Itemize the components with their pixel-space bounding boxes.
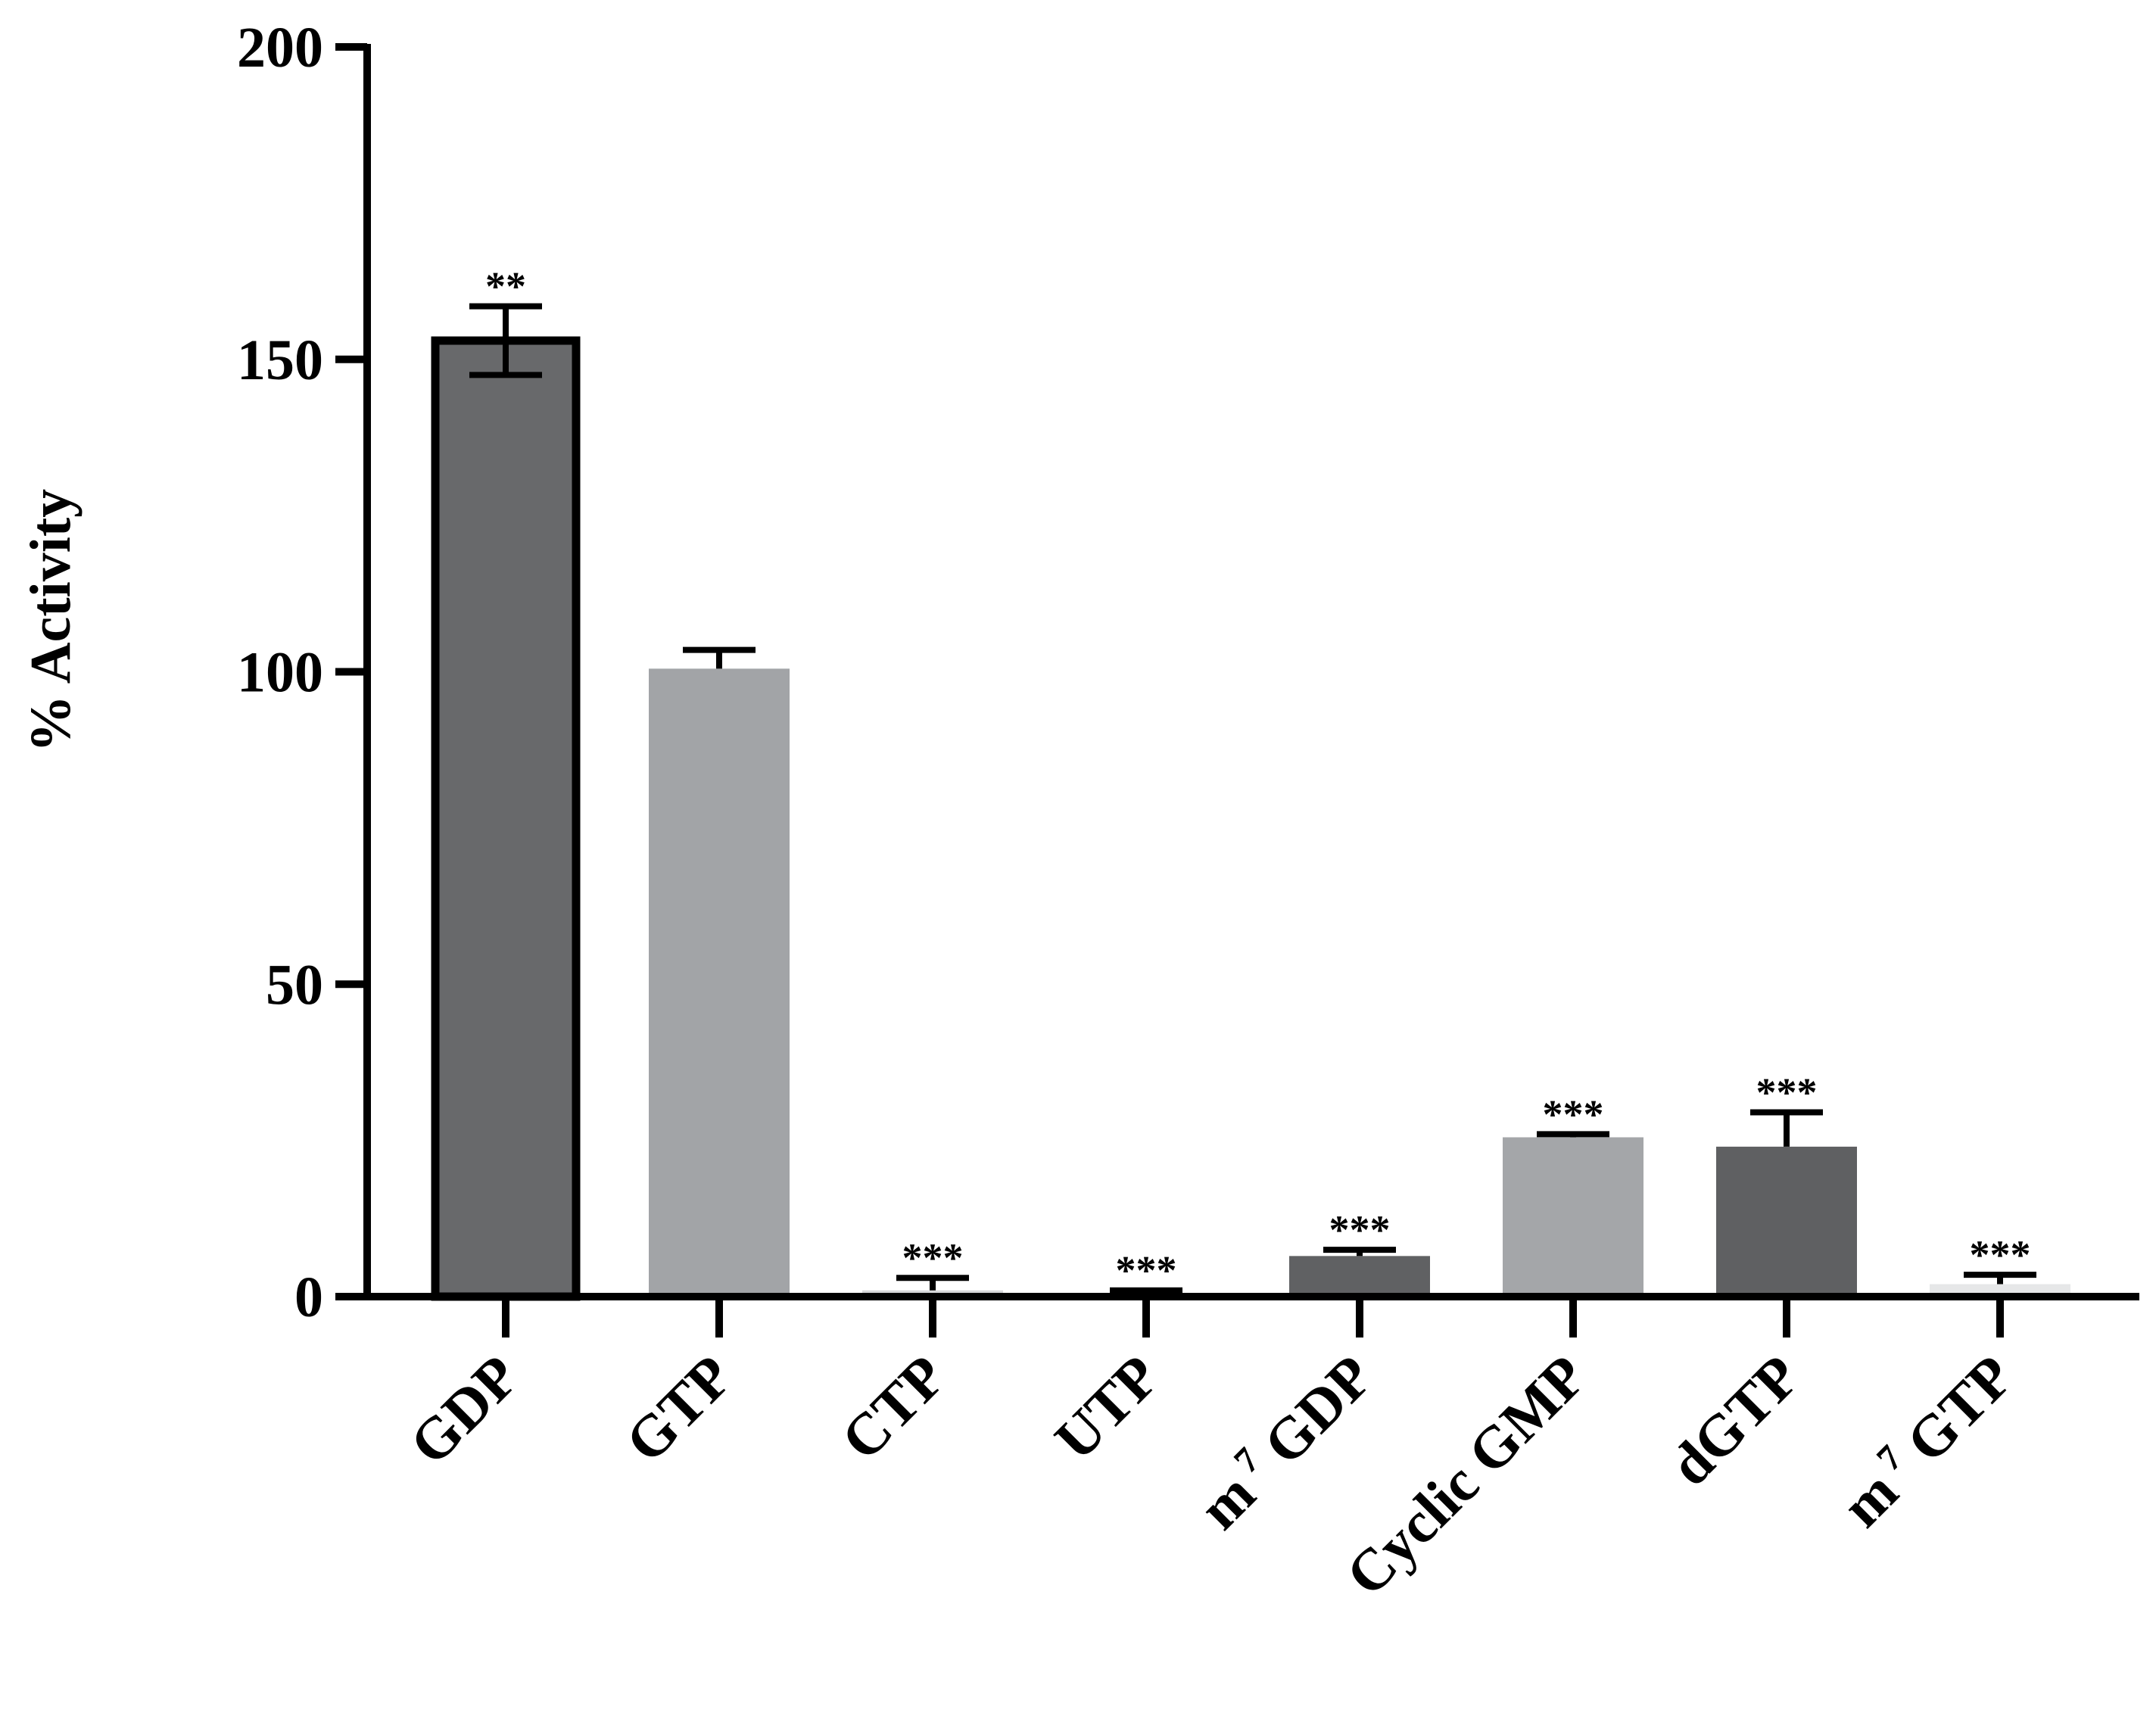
x-tick-label-3: UTP	[1042, 1343, 1172, 1473]
x-tick-label-0: GDP	[397, 1343, 531, 1478]
bar-0	[431, 336, 581, 1301]
y-axis-label: % Activity	[19, 489, 83, 752]
significance-label-4: ***	[1329, 1207, 1391, 1253]
y-tick-label-1: 50	[266, 953, 323, 1017]
y-tick-label-2: 100	[237, 641, 323, 705]
bar-1	[649, 668, 790, 1297]
bar-4	[1289, 1256, 1430, 1297]
x-tick-label-1: GTP	[612, 1343, 745, 1475]
significance-label-7: ***	[1970, 1232, 2031, 1278]
significance-label-6: ***	[1756, 1070, 1818, 1115]
bars-layer: ***** ********* ******	[431, 264, 2070, 1301]
x-tick-label-7: m 7 GTP	[1828, 1341, 2027, 1540]
significance-label-0: **	[485, 264, 526, 310]
significance-label-2: ***	[902, 1235, 964, 1281]
significance-label-3: ***	[1116, 1248, 1177, 1294]
x-tick-label-2: CTP	[828, 1343, 958, 1473]
x-tick-label-4: m 7 GDP	[1185, 1341, 1385, 1542]
y-tick-label-3: 150	[237, 329, 323, 392]
bar-5	[1503, 1137, 1643, 1297]
y-tick-label-4: 200	[237, 16, 323, 79]
significance-label-5: ***	[1543, 1092, 1604, 1137]
x-tick-label-6: dGTP	[1656, 1343, 1812, 1499]
y-tick-label-0: 0	[294, 1266, 323, 1329]
bar-6	[1716, 1146, 1857, 1297]
